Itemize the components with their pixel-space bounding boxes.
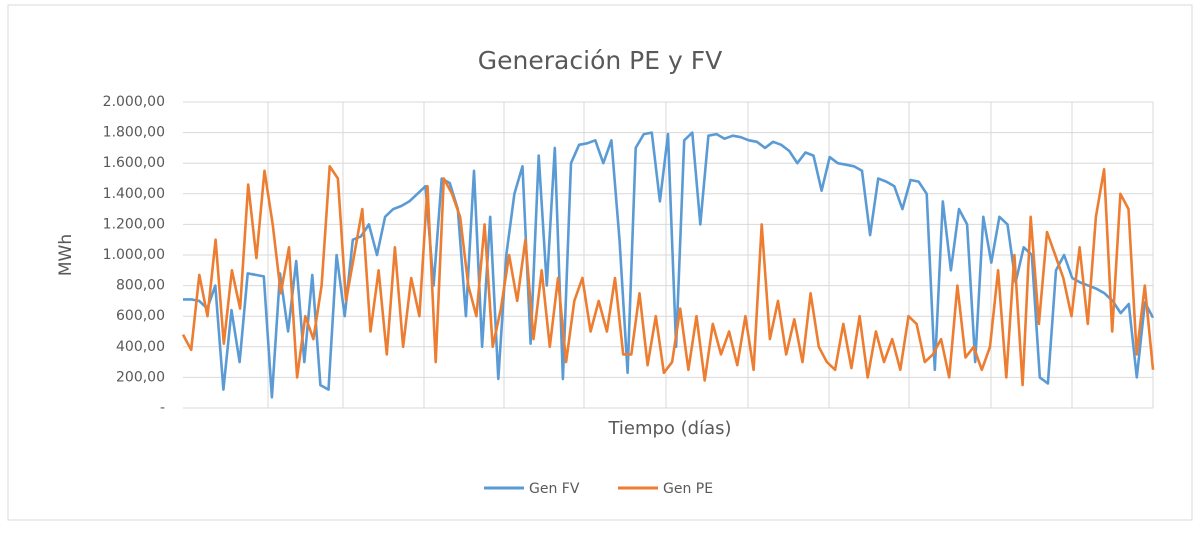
y-tick-label: 1.800,00 (103, 125, 165, 141)
y-tick-label: 1.200,00 (103, 216, 165, 232)
y-axis-label: MWh (56, 234, 76, 276)
series-line (181, 165, 1155, 387)
chart-title: Generación PE y FV (478, 46, 722, 75)
y-tick-label: 1.400,00 (103, 186, 165, 202)
legend-label: Gen PE (663, 481, 713, 497)
legend-label: Gen FV (529, 481, 580, 497)
series-line (183, 131, 1155, 399)
y-tick-label: 400,00 (116, 339, 165, 355)
y-tick-label: 800,00 (116, 278, 165, 294)
y-tick-label: 200,00 (116, 369, 165, 385)
y-tick-label: 600,00 (116, 308, 165, 324)
chart-frame (7, 4, 1193, 521)
y-tick-label: 1.600,00 (103, 155, 165, 171)
y-tick-label: 2.000,00 (103, 94, 165, 110)
x-axis-label: Tiempo (días) (607, 418, 731, 439)
y-tick-label: 1.000,00 (103, 247, 165, 263)
y-tick-label: - (160, 400, 165, 416)
